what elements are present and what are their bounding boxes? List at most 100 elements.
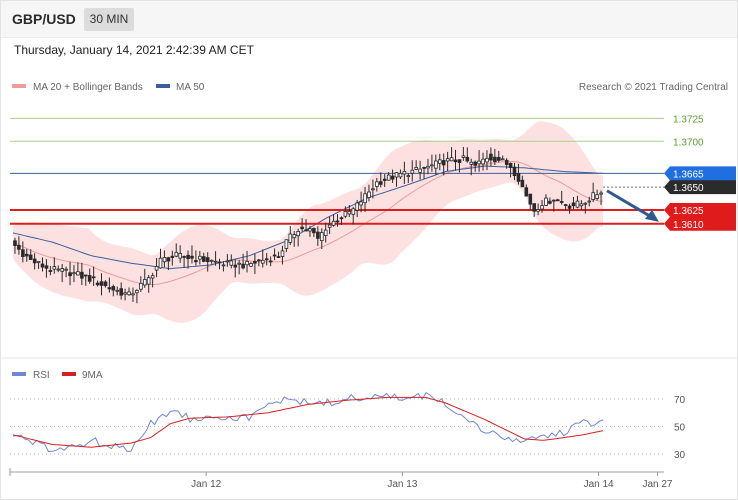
candle — [64, 266, 68, 278]
candle-body — [571, 202, 576, 207]
candle — [32, 253, 37, 270]
candle-body — [508, 162, 513, 168]
candle — [367, 184, 371, 202]
candle — [500, 155, 505, 161]
candle-body — [536, 209, 540, 212]
candle-body — [504, 159, 509, 165]
level-label-1.3725: 1.3725 — [673, 114, 704, 125]
candle — [264, 252, 269, 266]
candle — [80, 262, 84, 286]
candle-body — [437, 159, 442, 164]
candle — [205, 252, 210, 272]
candle — [162, 250, 167, 268]
candle — [103, 280, 108, 288]
candle-body — [528, 193, 533, 205]
candle-body — [68, 272, 72, 277]
candle — [375, 177, 379, 192]
candle — [316, 226, 320, 246]
candle — [13, 237, 17, 254]
timestamp: Thursday, January 14, 2021 2:42:39 AM CE… — [14, 43, 254, 57]
candle — [536, 203, 540, 216]
timeframe-button[interactable]: 30 MIN — [84, 8, 134, 31]
candle-body — [48, 269, 53, 272]
candle-body — [390, 175, 395, 180]
rsi-tick-50: 50 — [674, 423, 686, 434]
candle-body — [516, 173, 521, 182]
candle — [473, 160, 477, 172]
level-tag-1.3625 — [664, 203, 736, 217]
candle — [217, 258, 222, 270]
candle — [115, 286, 120, 296]
candle-body — [127, 291, 131, 296]
candle — [241, 253, 245, 270]
candle-body — [237, 262, 242, 265]
candle — [528, 193, 533, 211]
candle-body — [56, 268, 61, 271]
candle-body — [563, 204, 568, 207]
candle — [201, 252, 206, 263]
candle — [469, 158, 474, 176]
bollinger-band — [13, 121, 603, 323]
candle — [402, 161, 407, 184]
candle — [548, 197, 552, 205]
candle-body — [457, 159, 462, 163]
candle — [292, 230, 297, 247]
legend-9ma-label: 9MA — [82, 370, 103, 381]
candle-body — [371, 188, 375, 191]
candle — [257, 259, 261, 267]
x-tick-label: Jan 12 — [191, 479, 221, 490]
candle-body — [268, 260, 273, 263]
candle — [99, 273, 104, 296]
candle — [139, 276, 143, 292]
candle — [119, 282, 124, 300]
candle-body — [308, 228, 312, 232]
candle-body — [461, 155, 466, 158]
candle — [351, 206, 356, 225]
candle — [17, 236, 21, 255]
candle-body — [44, 265, 49, 269]
rsi-legend: RSI 9MA — [12, 370, 103, 381]
candle — [378, 172, 383, 188]
candle — [414, 160, 418, 171]
candle-body — [36, 261, 41, 263]
candle-body — [221, 264, 226, 267]
candle — [284, 239, 289, 253]
candle-body — [166, 257, 171, 262]
candle-body — [434, 160, 438, 169]
candle — [170, 250, 175, 266]
level-labels: 1.3725 1.3700 1.3665 1.3650 1.3625 1.3610 — [664, 114, 736, 231]
legend-ma20-label: MA 20 + Bollinger Bands — [33, 82, 143, 93]
candle — [579, 200, 584, 210]
candle — [209, 259, 214, 264]
candle-body — [599, 192, 603, 195]
candle-body — [52, 266, 57, 270]
candle-body — [201, 256, 206, 262]
legend-ma20-swatch — [12, 84, 26, 88]
candle — [249, 261, 253, 268]
candle-body — [115, 289, 120, 292]
candle-body — [24, 253, 29, 257]
candle-body — [422, 166, 426, 169]
candle — [213, 251, 218, 266]
candle-body — [402, 170, 407, 175]
legend-9ma-swatch — [62, 372, 76, 376]
candle-body — [40, 263, 45, 268]
candle — [21, 241, 25, 263]
rsi-tick-30: 30 — [674, 450, 686, 461]
candle-body — [198, 255, 202, 260]
candle — [296, 228, 300, 247]
candle-body — [579, 203, 584, 207]
candle — [457, 159, 462, 173]
candle — [599, 190, 603, 205]
candle — [382, 174, 387, 187]
candle-body — [194, 259, 198, 263]
candle-body — [367, 191, 371, 198]
candle-body — [493, 156, 497, 162]
candle-body — [453, 159, 458, 163]
candle — [288, 225, 293, 245]
candle — [461, 146, 466, 161]
candle-body — [567, 205, 572, 209]
candle — [135, 289, 139, 304]
candle-body — [64, 268, 68, 271]
candle-body — [430, 164, 434, 167]
